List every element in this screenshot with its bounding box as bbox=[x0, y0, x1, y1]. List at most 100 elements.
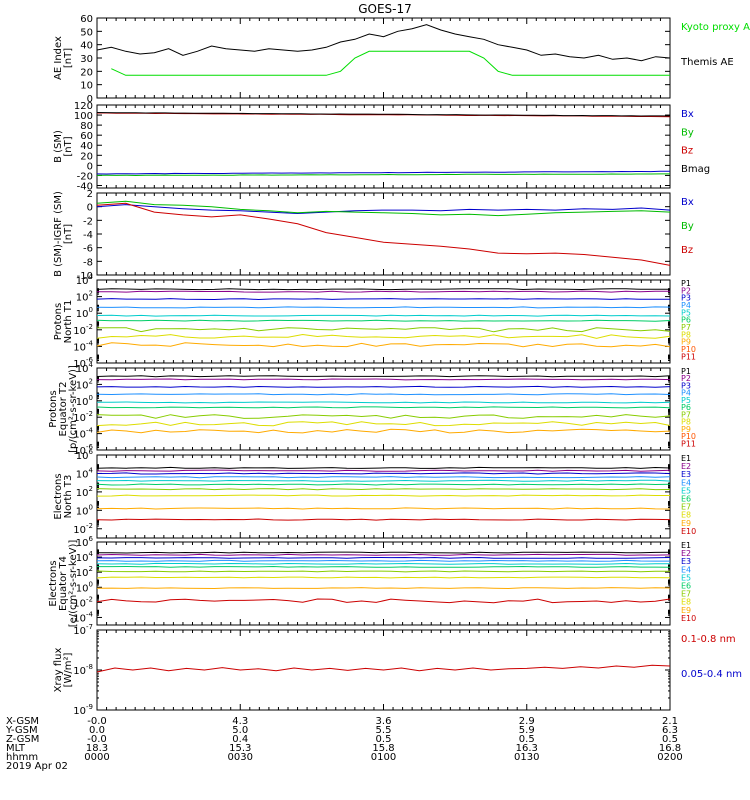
legend-entry: 0.1-0.8 nm bbox=[681, 634, 736, 645]
y-tick-label: 100 bbox=[74, 111, 93, 122]
y-axis-label: [nT] bbox=[63, 136, 74, 156]
series-line-0-1-0-8-nm bbox=[96, 664, 671, 673]
series-line-e4 bbox=[96, 476, 671, 479]
legend-entry: E9 bbox=[681, 519, 691, 528]
y-tick-label: 10-7 bbox=[73, 623, 93, 637]
y-axis-label: B (SM) bbox=[53, 130, 64, 163]
y-tick-label: 60 bbox=[80, 131, 93, 142]
time-axis-value: -0.0 bbox=[87, 734, 107, 745]
time-axis-row-label: Y-GSM bbox=[5, 725, 38, 736]
y-tick-label: -6 bbox=[83, 244, 93, 255]
legend-entry: E5 bbox=[681, 486, 691, 495]
series-line-p5 bbox=[97, 401, 671, 404]
series-line-e1 bbox=[96, 551, 671, 554]
legend-entry: Bx bbox=[681, 109, 694, 120]
legend-entry: Kyoto proxy AE bbox=[681, 22, 750, 33]
series-line-p9 bbox=[96, 342, 671, 348]
y-axis-label: North T3 bbox=[63, 475, 74, 519]
legend-entry: E4 bbox=[681, 478, 691, 487]
y-tick-label: 100 bbox=[76, 503, 93, 517]
legend-entry: Bz bbox=[681, 245, 693, 256]
legend-entry: E1 bbox=[681, 541, 691, 550]
time-axis-value: 0.5 bbox=[662, 734, 678, 745]
time-axis-value: 0.5 bbox=[519, 734, 535, 745]
panel-1: 0 10 20 30 40 50 60 AE Index [nT] Kyoto proxy AE T… bbox=[53, 14, 750, 105]
y-axis-label: Protons bbox=[48, 390, 59, 427]
series-line-bx bbox=[96, 170, 670, 175]
series-line-e2 bbox=[96, 553, 671, 556]
y-tick-label: -8 bbox=[83, 257, 93, 268]
y-axis-label: [e/(cm²-s-sr-keV)] bbox=[68, 540, 79, 628]
time-axis-row-label: Z-GSM bbox=[6, 734, 39, 745]
time-axis-value: 0.4 bbox=[232, 734, 248, 745]
legend-entry: P8 bbox=[681, 418, 691, 427]
legend-entry: Bmag bbox=[681, 164, 710, 175]
legend-entry: Bz bbox=[681, 146, 693, 157]
series-line-by bbox=[96, 173, 670, 177]
time-axis-value: 16.3 bbox=[516, 743, 538, 754]
series-line-e4 bbox=[96, 559, 670, 562]
time-axis-row-label: MLT bbox=[6, 743, 26, 754]
legend-entry: P8 bbox=[681, 330, 691, 339]
y-axis-label: Equator T2 bbox=[58, 382, 69, 437]
series-line-e7 bbox=[96, 570, 671, 573]
legend-entry: E10 bbox=[681, 614, 696, 623]
y-tick-label: 102 bbox=[76, 485, 93, 499]
y-tick-label: 10-2 bbox=[73, 522, 93, 536]
y-tick-label: 20 bbox=[80, 67, 93, 78]
y-tick-label: 0 bbox=[87, 94, 93, 105]
legend-entry: P7 bbox=[681, 323, 691, 332]
series-line-e6 bbox=[97, 565, 671, 568]
legend-entry: P4 bbox=[681, 301, 691, 310]
y-tick-label: 106 bbox=[76, 448, 94, 462]
series-line-p2 bbox=[96, 378, 671, 381]
series-line-p8 bbox=[96, 333, 671, 339]
y-axis-label: B (SM)-IGRF (SM) bbox=[53, 191, 64, 277]
legend-entry: E7 bbox=[681, 503, 691, 512]
y-tick-label: 60 bbox=[80, 14, 93, 25]
legend-entry: P6 bbox=[681, 403, 691, 412]
y-tick-label: 40 bbox=[80, 41, 93, 52]
series-line-e5 bbox=[96, 479, 671, 482]
panel-frame bbox=[96, 367, 671, 451]
y-tick-label: 50 bbox=[80, 27, 93, 38]
series-line-e1 bbox=[96, 466, 671, 469]
series-line-p1 bbox=[96, 375, 671, 378]
time-axis-value: -0.0 bbox=[87, 716, 107, 727]
time-axis-value: 0100 bbox=[371, 752, 396, 763]
time-axis-value: 2.9 bbox=[519, 716, 535, 727]
series-line-e9 bbox=[96, 587, 671, 590]
y-tick-label: 10-4 bbox=[73, 339, 93, 353]
date-label: 2019 Apr 02 bbox=[6, 761, 68, 772]
legend-entry: E10 bbox=[681, 527, 696, 536]
time-axis-row-label: X-GSM bbox=[6, 716, 39, 727]
y-axis-label: North T1 bbox=[63, 300, 74, 344]
legend-entry: P10 bbox=[681, 345, 696, 354]
legend-entry: P9 bbox=[681, 338, 691, 347]
legend-entry: E6 bbox=[681, 582, 691, 591]
legend-entry: P1 bbox=[681, 279, 691, 288]
series-line-p2 bbox=[96, 290, 671, 293]
y-axis-label: Electrons bbox=[53, 473, 64, 519]
series-line-e3 bbox=[96, 472, 671, 475]
time-axis-value: 5.0 bbox=[232, 725, 248, 736]
y-tick-label: 0 bbox=[87, 161, 93, 172]
series-line-e9 bbox=[96, 507, 671, 510]
y-tick-label: 100 bbox=[76, 306, 93, 320]
y-tick-label: 0 bbox=[87, 203, 93, 214]
time-axis-value: 15.3 bbox=[229, 743, 251, 754]
y-tick-label: 10-9 bbox=[73, 703, 93, 717]
series-line-e8 bbox=[96, 576, 671, 579]
time-axis: X-GSM -0.0 4.3 3.6 2.9 2.1 Y-GSM 0.0 5.0 5.5 5.9 6.… bbox=[5, 716, 683, 772]
time-axis-value: 18.3 bbox=[86, 743, 108, 754]
legend-entry: P5 bbox=[681, 396, 691, 405]
y-axis-label: [W/m²] bbox=[63, 652, 74, 687]
legend-entry: P7 bbox=[681, 410, 691, 419]
y-tick-label: 104 bbox=[76, 273, 94, 287]
